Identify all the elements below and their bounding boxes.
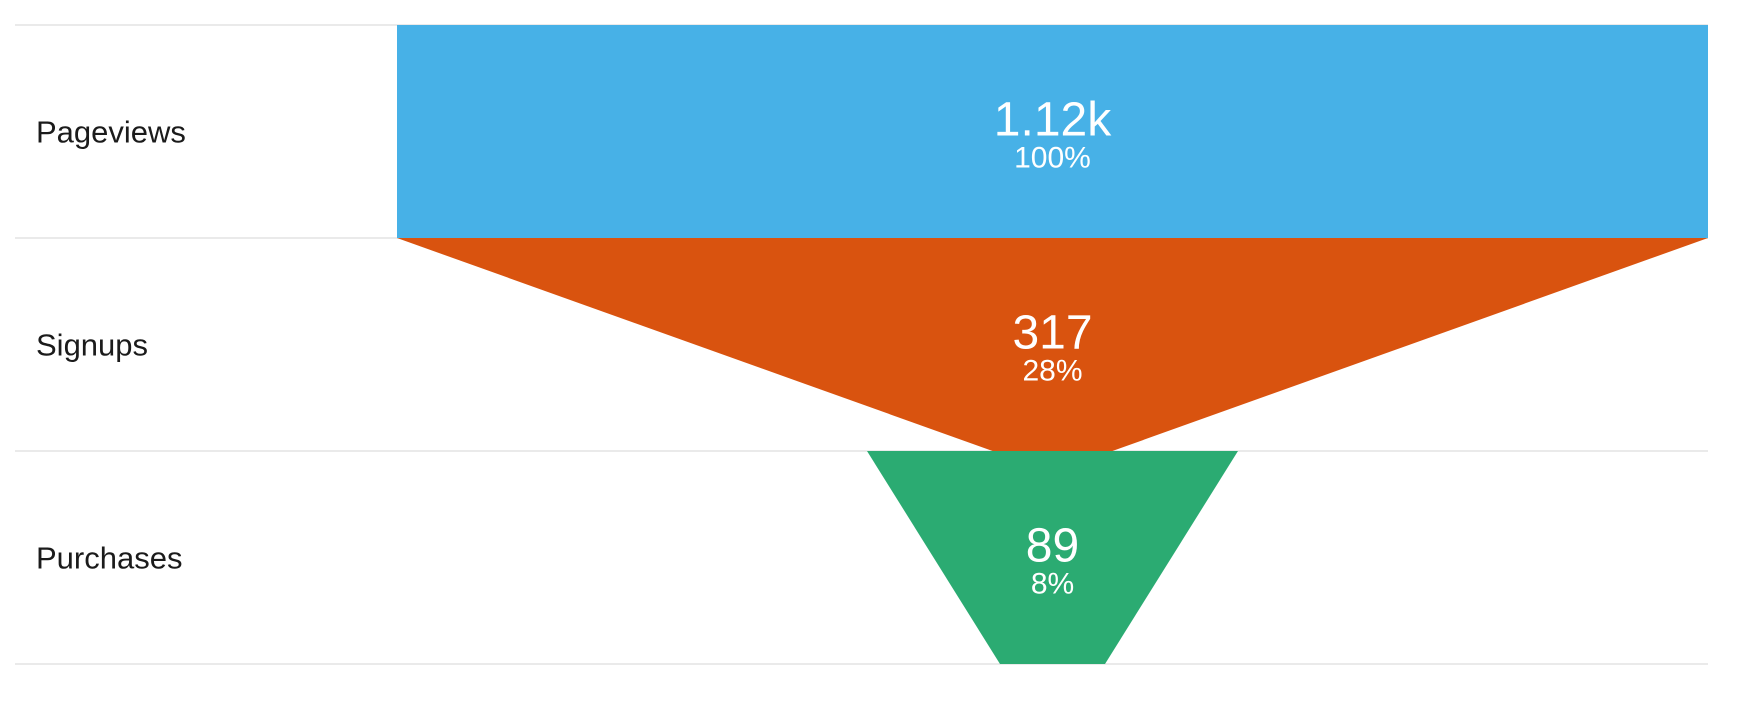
- funnel-segments: [397, 25, 1708, 664]
- value-label-pageviews: 1.12k: [994, 94, 1112, 147]
- percent-label-signups: 28%: [1022, 355, 1082, 388]
- stage-label-purchases: Purchases: [36, 541, 182, 576]
- value-label-signups: 317: [1012, 307, 1092, 360]
- funnel-segment-pageviews: [397, 25, 1708, 238]
- percent-label-purchases: 8%: [1031, 568, 1074, 601]
- percent-label-pageviews: 100%: [1014, 142, 1091, 175]
- funnel-segment-purchases: [867, 451, 1238, 664]
- funnel-segment-signups: [397, 238, 1708, 451]
- stage-label-signups: Signups: [36, 328, 148, 363]
- stage-label-pageviews: Pageviews: [36, 115, 186, 150]
- value-label-purchases: 89: [1026, 520, 1079, 573]
